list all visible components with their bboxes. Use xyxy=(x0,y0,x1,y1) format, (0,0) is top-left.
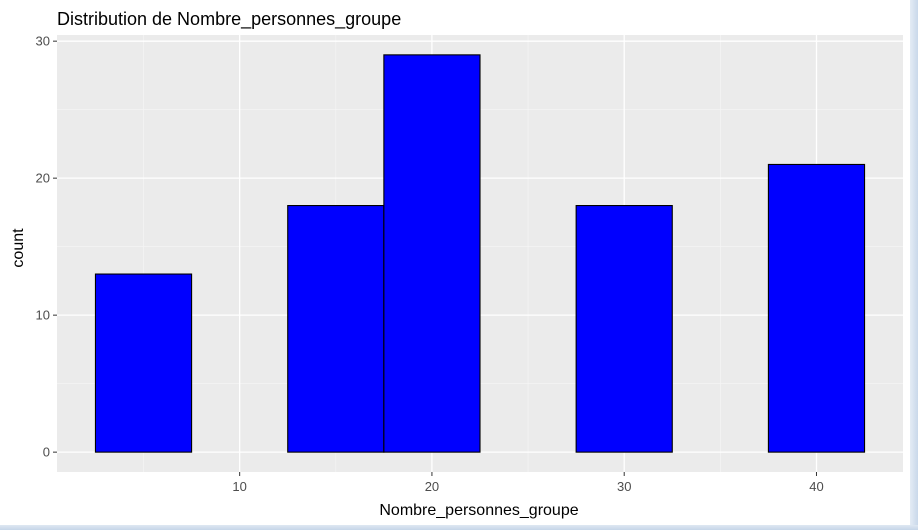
window-edge-right xyxy=(910,0,918,530)
bars xyxy=(94,54,866,453)
y-axis-ticks: 0 10 20 30 xyxy=(36,34,57,460)
histogram-bar xyxy=(94,273,193,453)
y-tick-label: 0 xyxy=(43,445,50,460)
chart-title: Distribution de Nombre_personnes_groupe xyxy=(57,9,401,30)
x-tick-label: 40 xyxy=(809,479,823,494)
x-axis-ticks: 10 20 30 40 xyxy=(232,472,824,494)
y-tick-label: 10 xyxy=(36,308,50,323)
x-axis-title: Nombre_personnes_groupe xyxy=(379,502,578,519)
histogram-bar xyxy=(383,54,481,453)
y-tick-label: 20 xyxy=(36,171,50,186)
x-tick-label: 30 xyxy=(617,479,631,494)
x-tick-label: 20 xyxy=(425,479,439,494)
y-axis-title: count xyxy=(10,228,27,268)
histogram-bar xyxy=(767,163,866,453)
window-edge-bottom xyxy=(0,525,918,530)
x-tick-label: 10 xyxy=(232,479,246,494)
y-tick-label: 30 xyxy=(36,34,50,49)
histogram-bar xyxy=(575,205,673,453)
histogram-bar xyxy=(287,205,385,453)
